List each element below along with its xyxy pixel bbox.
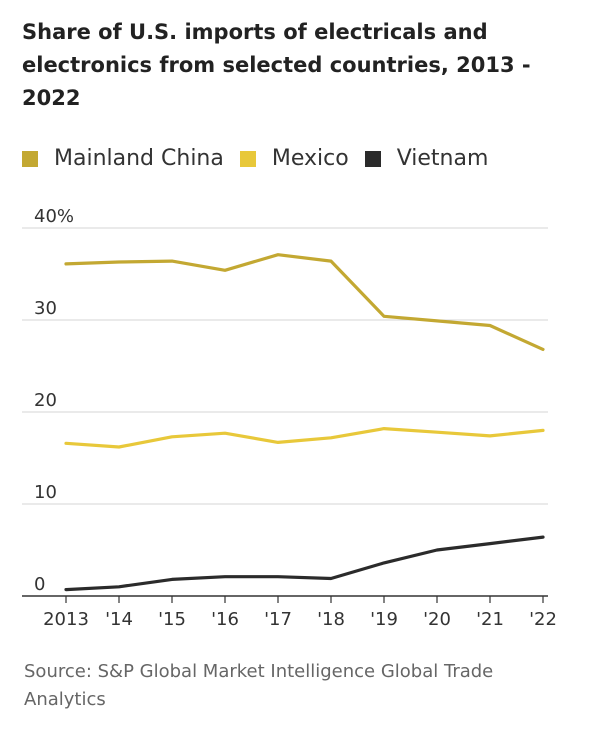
x-tick-label-2: '15	[158, 609, 186, 630]
series-line-mexico	[64, 427, 545, 449]
y-tick-label-0: 0	[34, 574, 45, 595]
x-tick-label-8: '21	[476, 609, 504, 630]
legend-swatch-vietnam	[364, 150, 381, 167]
line-chart: 0 10 20 30 40% 2013 '14 '15 '16 '17 '18 '19 '20 '21 '2…	[22, 206, 557, 630]
series-line-mainland-china	[64, 253, 545, 351]
series-line-vietnam	[64, 535, 545, 592]
x-tick-label-9: '22	[529, 609, 557, 630]
source-note: Source: S&P Global Market Intelligence G…	[24, 661, 494, 710]
x-tick-label-0: 2013	[43, 609, 89, 630]
legend-swatch-mainland-china	[22, 150, 38, 167]
x-tick-label-3: '16	[211, 609, 239, 630]
x-tick-label-4: '17	[264, 609, 292, 630]
y-tick-label-10: 10	[34, 482, 57, 503]
chart-title: Share of U.S. imports of electricals and…	[22, 20, 531, 110]
legend-label-vietnam: Vietnam	[396, 146, 489, 171]
chart-legend: Mainland China Mexico Vietnam	[22, 146, 504, 171]
y-tick-label-20: 20	[34, 390, 57, 411]
y-tick-label-30: 30	[34, 298, 57, 319]
x-tick-label-6: '19	[370, 609, 398, 630]
legend-item-vietnam: Vietnam	[364, 146, 489, 171]
legend-item-mainland-china: Mainland China	[22, 146, 224, 171]
legend-item-mexico: Mexico	[239, 146, 349, 171]
x-tick-label-1: '14	[105, 609, 133, 630]
y-tick-label-40: 40%	[34, 206, 74, 227]
legend-label-mainland-china: Mainland China	[54, 146, 224, 171]
legend-label-mexico: Mexico	[271, 146, 349, 171]
legend-swatch-mexico	[239, 150, 256, 167]
x-tick-label-7: '20	[423, 609, 451, 630]
x-tick-label-5: '18	[317, 609, 345, 630]
